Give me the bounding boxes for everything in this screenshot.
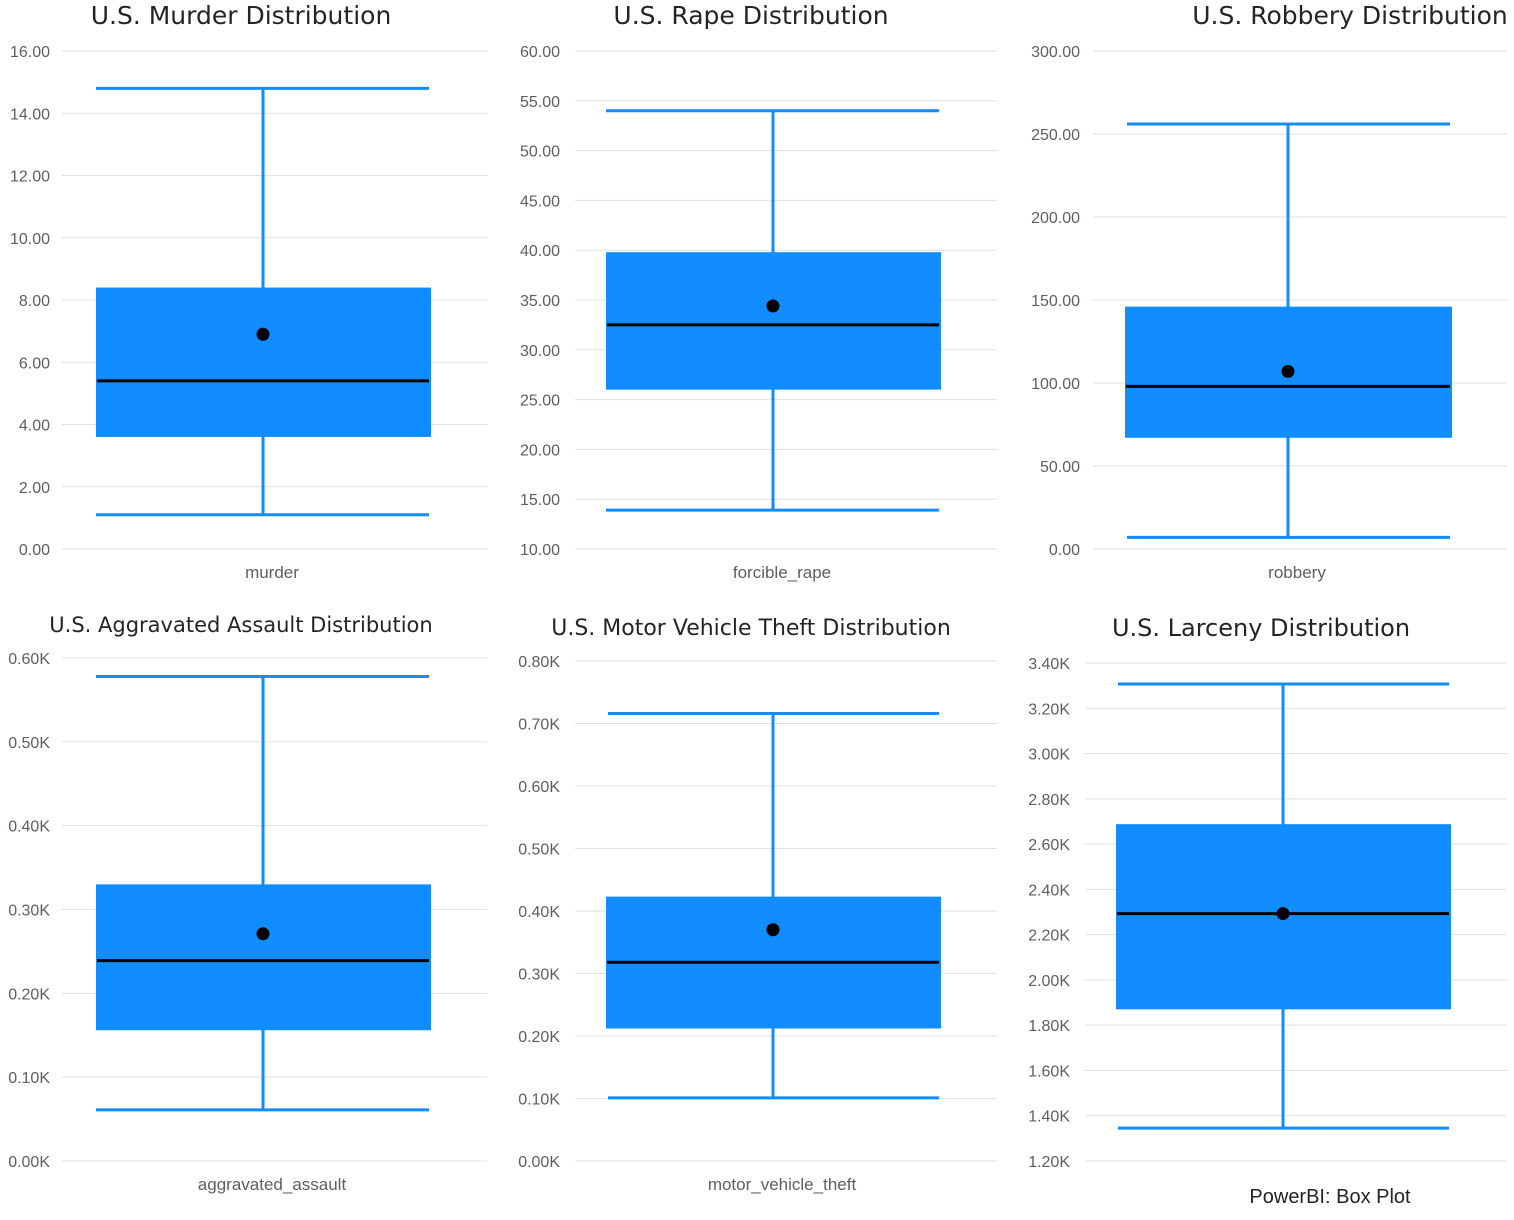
- y-tick-label: 250.00: [1031, 127, 1080, 144]
- y-tick-label: 40.00: [520, 243, 560, 260]
- chart-title: U.S. Aggravated Assault Distribution: [49, 613, 432, 637]
- y-tick-label: 0.20K: [518, 1029, 560, 1046]
- x-category-label: motor_vehicle_theft: [708, 1175, 857, 1194]
- y-tick-label: 12.00: [10, 169, 50, 186]
- box-chart-chart-5: U.S. Larceny Distribution 1.20K 1.40K 1.60K…: [1028, 614, 1507, 1171]
- y-tick-label: 45.00: [520, 193, 560, 210]
- y-tick-label: 25.00: [520, 393, 560, 410]
- mean-marker: [766, 923, 780, 937]
- mean-marker: [1281, 364, 1295, 378]
- y-tick-label: 6.00: [19, 355, 50, 372]
- y-tick-label: 0.20K: [8, 986, 50, 1003]
- y-tick-label: 1.20K: [1028, 1154, 1070, 1171]
- chart-title: U.S. Murder Distribution: [91, 1, 392, 30]
- y-tick-label: 0.10K: [8, 1070, 50, 1087]
- box-chart-motor_vehicle_theft: U.S. Motor Vehicle Theft Distribution 0.0…: [518, 616, 997, 1194]
- y-tick-label: 2.80K: [1028, 792, 1070, 809]
- y-tick-label: 2.40K: [1028, 882, 1070, 899]
- y-tick-label: 2.00K: [1028, 973, 1070, 990]
- y-tick-label: 0.30K: [8, 903, 50, 920]
- y-tick-label: 1.60K: [1028, 1063, 1070, 1080]
- mean-marker: [766, 299, 780, 313]
- y-tick-label: 0.50K: [518, 842, 560, 859]
- chart-title: U.S. Motor Vehicle Theft Distribution: [551, 616, 951, 641]
- iqr-box: [96, 287, 431, 437]
- chart-title: U.S. Larceny Distribution: [1112, 614, 1410, 642]
- y-tick-label: 55.00: [520, 94, 560, 111]
- chart-title: U.S. Robbery Distribution: [1192, 1, 1508, 30]
- y-tick-label: 50.00: [1040, 459, 1080, 476]
- y-tick-label: 3.40K: [1028, 656, 1070, 673]
- x-category-label: forcible_rape: [733, 563, 831, 582]
- y-tick-label: 0.00: [1049, 542, 1080, 559]
- box-chart-forcible_rape: U.S. Rape Distribution 10.00 15.00 20.00 25.…: [520, 1, 997, 582]
- iqr-box: [96, 884, 431, 1031]
- y-tick-label: 50.00: [520, 144, 560, 161]
- y-tick-label: 2.00: [19, 480, 50, 497]
- chart-title: U.S. Rape Distribution: [613, 1, 888, 30]
- y-tick-label: 35.00: [520, 293, 560, 310]
- y-tick-label: 8.00: [19, 293, 50, 310]
- y-tick-label: 200.00: [1031, 210, 1080, 227]
- y-tick-label: 14.00: [10, 106, 50, 123]
- y-tick-label: 0.60K: [518, 779, 560, 796]
- x-category-label: robbery: [1268, 563, 1326, 582]
- box-chart-aggravated_assault: U.S. Aggravated Assault Distribution 0.00…: [8, 613, 487, 1194]
- y-tick-label: 10.00: [520, 542, 560, 559]
- y-tick-label: 0.00K: [518, 1154, 560, 1171]
- y-tick-label: 300.00: [1031, 44, 1080, 61]
- box-chart-murder: U.S. Murder Distribution 0.00 2.00 4.00 6.00…: [10, 1, 487, 582]
- y-tick-label: 60.00: [520, 44, 560, 61]
- mean-marker: [256, 927, 270, 941]
- y-tick-label: 3.00K: [1028, 747, 1070, 764]
- y-tick-label: 2.60K: [1028, 837, 1070, 854]
- y-tick-label: 0.80K: [518, 654, 560, 671]
- y-tick-label: 0.10K: [518, 1092, 560, 1109]
- y-tick-label: 30.00: [520, 343, 560, 360]
- y-tick-label: 150.00: [1031, 293, 1080, 310]
- y-tick-label: 0.40K: [518, 904, 560, 921]
- y-tick-label: 100.00: [1031, 376, 1080, 393]
- y-tick-label: 1.80K: [1028, 1018, 1070, 1035]
- y-tick-label: 0.40K: [8, 819, 50, 836]
- y-tick-label: 20.00: [520, 442, 560, 459]
- y-tick-label: 0.30K: [518, 967, 560, 984]
- y-tick-label: 0.50K: [8, 735, 50, 752]
- y-tick-label: 0.70K: [518, 717, 560, 734]
- mean-marker: [256, 327, 270, 341]
- y-tick-label: 4.00: [19, 418, 50, 435]
- y-tick-label: 0.00: [19, 542, 50, 559]
- y-tick-label: 1.40K: [1028, 1109, 1070, 1126]
- box-chart-robbery: U.S. Robbery Distribution 0.00 50.00 100.00…: [1031, 1, 1508, 582]
- y-tick-label: 2.20K: [1028, 928, 1070, 945]
- iqr-box: [606, 252, 941, 390]
- caption: PowerBI: Box Plot: [1249, 1186, 1411, 1208]
- mean-marker: [1276, 907, 1290, 921]
- y-tick-label: 15.00: [520, 492, 560, 509]
- y-tick-label: 0.60K: [8, 651, 50, 668]
- x-category-label: murder: [245, 563, 299, 582]
- y-tick-label: 0.00K: [8, 1154, 50, 1171]
- y-tick-label: 10.00: [10, 231, 50, 248]
- x-category-label: aggravated_assault: [198, 1175, 347, 1194]
- y-tick-label: 16.00: [10, 44, 50, 61]
- y-tick-label: 3.20K: [1028, 701, 1070, 718]
